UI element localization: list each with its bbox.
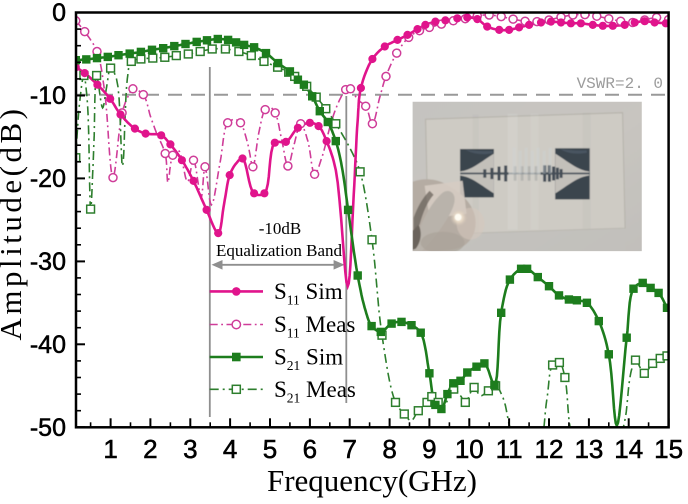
svg-text:15: 15 [654,434,683,464]
svg-text:12: 12 [535,434,564,464]
svg-text:7: 7 [342,434,356,464]
svg-text:Equalization Band: Equalization Band [216,241,343,260]
svg-text:3: 3 [183,434,197,464]
svg-text:9: 9 [422,434,436,464]
svg-text:4: 4 [223,434,237,464]
svg-text:14: 14 [614,434,643,464]
svg-text:1: 1 [103,434,117,464]
svg-text:5: 5 [263,434,277,464]
svg-text:Frequency(GHz): Frequency(GHz) [267,463,477,498]
svg-text:13: 13 [574,434,603,464]
svg-text:0: 0 [52,0,66,27]
svg-text:8: 8 [382,434,396,464]
svg-text:11: 11 [496,434,523,464]
svg-text:VSWR=2. 0: VSWR=2. 0 [577,75,663,93]
svg-text:-30: -30 [30,248,66,276]
svg-text:S21 Meas: S21 Meas [274,377,356,406]
svg-text:-10dB: -10dB [259,219,302,238]
svg-text:-20: -20 [30,165,66,193]
svg-text:-40: -40 [30,331,66,359]
svg-text:2: 2 [143,434,157,464]
svg-text:Amplitude(dB): Amplitude(dB) [0,106,28,341]
svg-text:-10: -10 [30,82,66,110]
svg-text:6: 6 [303,434,317,464]
svg-text:-50: -50 [30,414,66,442]
svg-text:S21 Sim: S21 Sim [274,345,343,374]
svg-text:S11 Meas: S11 Meas [274,312,355,341]
svg-text:S11 Sim: S11 Sim [274,279,343,308]
svg-text:10: 10 [455,434,484,464]
